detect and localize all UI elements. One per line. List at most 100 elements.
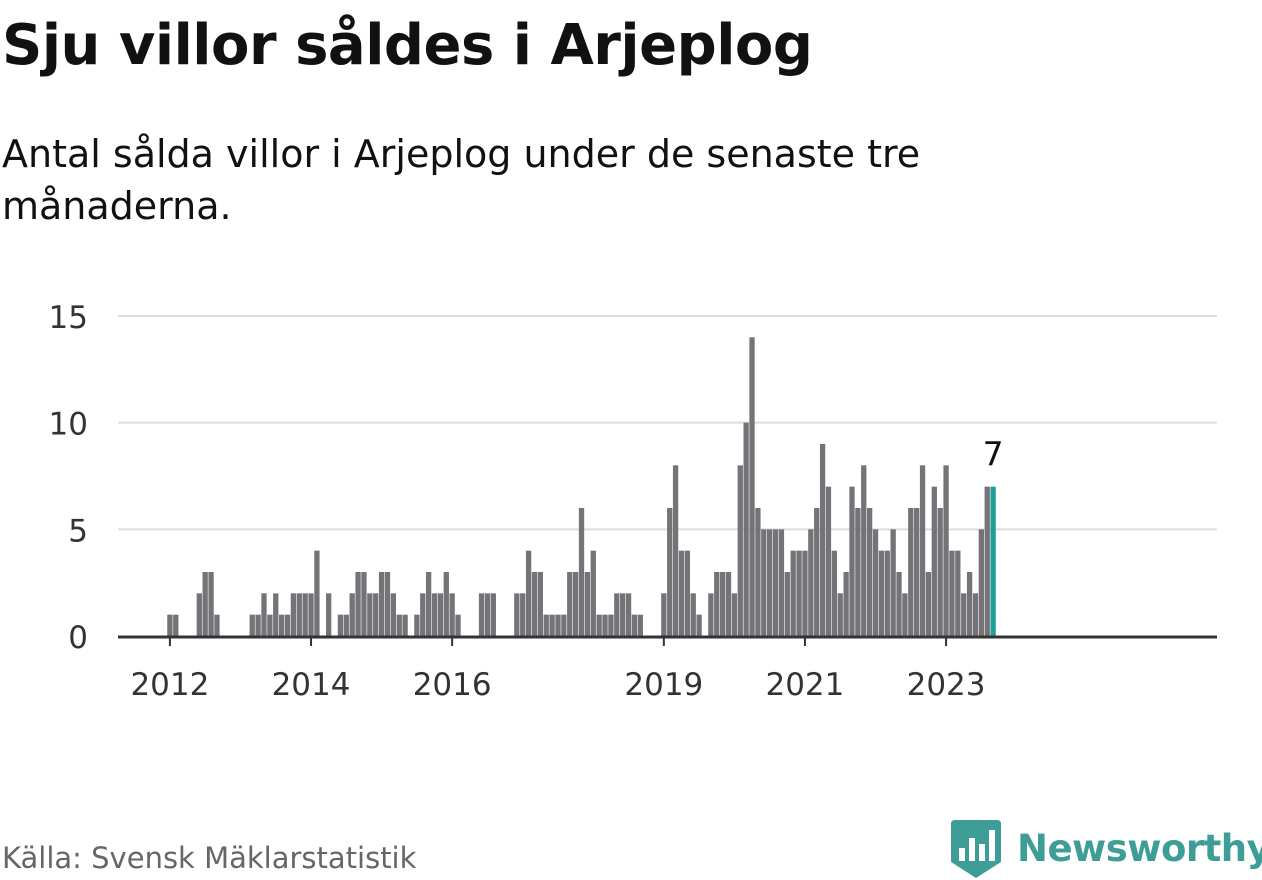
x-tick-label: 2023 [907, 667, 986, 703]
bar [661, 593, 667, 636]
bar [437, 593, 444, 636]
bar [602, 614, 608, 636]
bar [755, 508, 761, 636]
bar-chart-icon [951, 820, 1001, 878]
value-annotation: 7 [983, 435, 1004, 474]
bar [314, 550, 320, 636]
bar [520, 593, 526, 636]
bar [443, 572, 449, 636]
bar [796, 550, 802, 636]
bar [620, 593, 626, 636]
bar [202, 572, 208, 636]
bar [972, 593, 979, 636]
bar [631, 614, 638, 636]
bar [814, 508, 820, 636]
bar [690, 593, 696, 636]
bar [949, 550, 955, 636]
bar [549, 614, 555, 636]
bar [208, 572, 214, 636]
bar [537, 572, 543, 636]
bar [255, 614, 261, 636]
bar [902, 593, 908, 636]
bar [849, 486, 855, 636]
x-tick-label: 2014 [272, 667, 351, 703]
bar [772, 529, 779, 636]
bar [584, 572, 591, 636]
bar [925, 572, 932, 636]
chart-title: Sju villor såldes i Arjeplog [2, 13, 813, 78]
bar [919, 465, 926, 636]
bar [855, 508, 861, 636]
bar [349, 593, 355, 636]
brand-name: Newsworthy [1017, 827, 1262, 870]
bar [484, 593, 491, 636]
bar [425, 572, 432, 636]
bar [361, 572, 367, 636]
bar [678, 550, 685, 636]
bar [761, 529, 767, 636]
bar [326, 593, 332, 636]
bar [637, 614, 643, 636]
bar [308, 593, 314, 636]
y-tick-label: 5 [68, 513, 88, 549]
bar [937, 508, 943, 636]
bar [173, 614, 179, 636]
bar [790, 550, 796, 636]
bar [214, 614, 220, 636]
bar [337, 614, 344, 636]
bar [567, 572, 573, 636]
bar [596, 614, 602, 636]
bar [825, 486, 832, 636]
bar [931, 486, 937, 636]
bar [378, 572, 385, 636]
bar [966, 572, 973, 636]
bar [719, 572, 726, 636]
bar [367, 593, 373, 636]
bar [978, 529, 984, 636]
bar [561, 614, 567, 636]
bar [872, 529, 879, 636]
bar [278, 614, 285, 636]
bar [831, 550, 837, 636]
bar [667, 508, 673, 636]
chart-subtitle: Antal sålda villor i Arjeplog under de s… [2, 132, 921, 228]
bar [802, 550, 808, 636]
bar [914, 508, 920, 636]
bar [737, 465, 743, 636]
bar [625, 593, 632, 636]
bar [843, 572, 849, 636]
source-note: Källa: Svensk Mäklarstatistik [2, 841, 417, 875]
bar [167, 614, 173, 636]
bar [955, 550, 961, 636]
bar [525, 550, 532, 636]
highlighted-bar [990, 486, 996, 636]
bar [290, 593, 297, 636]
bar [684, 550, 690, 636]
bar [861, 465, 867, 636]
y-tick-label: 15 [49, 300, 88, 336]
x-tick-label: 2019 [624, 667, 703, 703]
bar [514, 593, 520, 636]
bar [743, 422, 749, 636]
bar [384, 572, 391, 636]
bar [708, 593, 714, 636]
bar [196, 593, 202, 636]
bar [984, 486, 990, 636]
bar [778, 529, 785, 636]
bar [866, 508, 873, 636]
bar [784, 572, 790, 636]
bar [414, 614, 420, 636]
bar [273, 593, 279, 636]
bar [590, 550, 596, 636]
bar [725, 572, 732, 636]
bar [284, 614, 291, 636]
bar [749, 337, 755, 636]
bar [296, 593, 302, 636]
brand-logo[interactable]: Newsworthy [951, 818, 1262, 880]
bar [808, 529, 814, 636]
bar [396, 614, 402, 636]
bar [837, 593, 843, 636]
bar [455, 614, 461, 636]
bar-chart: 0 5 10 15 2012 2014 2016 2019 2021 2023 7 [49, 300, 1217, 703]
bar [943, 465, 949, 636]
